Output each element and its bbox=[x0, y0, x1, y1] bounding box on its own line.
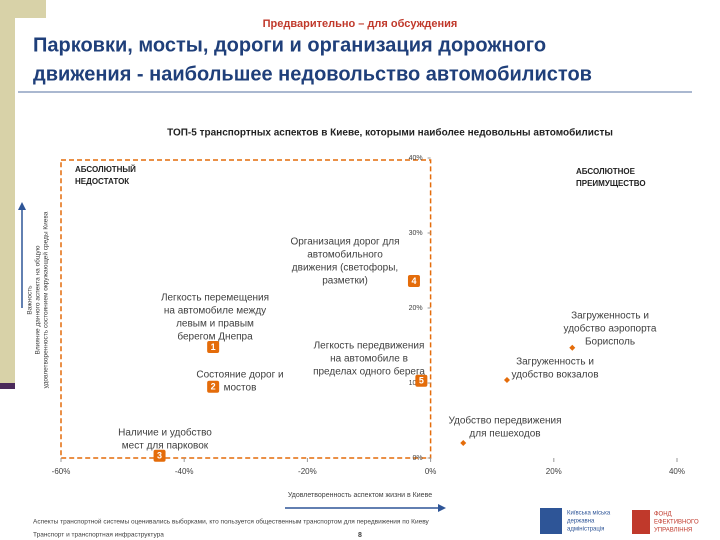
point-rank: 5 bbox=[419, 376, 424, 386]
corner-block bbox=[0, 0, 46, 18]
point-label: Организация дорог для bbox=[290, 237, 399, 248]
point-label: мостов bbox=[224, 383, 257, 394]
logo-left-icon bbox=[540, 508, 562, 534]
point-badge bbox=[415, 374, 428, 387]
point-rank: 2 bbox=[211, 382, 216, 392]
y-tick-label: 0% bbox=[412, 455, 422, 462]
logo-left-text: Київська міська bbox=[567, 511, 611, 517]
logo-right-text: ЕФЕКТИВНОГО bbox=[654, 520, 699, 526]
logo-right-icon bbox=[632, 510, 650, 534]
point-marker bbox=[503, 377, 510, 383]
y-axis-title: Влияние данного аспекта на общую bbox=[34, 245, 42, 354]
y-tick-label: 40% bbox=[409, 155, 423, 162]
point-label: на автомобиле в bbox=[330, 353, 408, 365]
point-label: автомобильного bbox=[307, 249, 383, 261]
x-tick-label: -20% bbox=[298, 467, 317, 476]
point-label: Наличие и удобство bbox=[118, 427, 212, 439]
logo-right-text: УПРАВЛІННЯ bbox=[654, 528, 692, 534]
point-badge bbox=[207, 380, 220, 393]
point-label: берегом Днепра bbox=[177, 331, 253, 343]
logo-left-text: адміністрація bbox=[567, 527, 604, 533]
point-label: Состояние дорог и bbox=[196, 370, 283, 381]
point-marker bbox=[569, 344, 576, 351]
y-axis-title: Важность bbox=[27, 285, 34, 315]
y-arrow-head bbox=[18, 202, 26, 210]
point-badge bbox=[407, 275, 420, 287]
draft-note: Предварительно – для обсуждения bbox=[263, 18, 458, 30]
point-marker bbox=[460, 440, 467, 446]
side-strip bbox=[0, 18, 15, 383]
x-tick-label: 40% bbox=[669, 467, 685, 476]
corner-label: ПРЕИМУЩЕСТВО bbox=[576, 179, 646, 188]
point-label: левым и правым bbox=[176, 319, 254, 330]
point-label: пределах одного берега bbox=[313, 366, 425, 378]
point-label: Загруженность и bbox=[516, 357, 594, 368]
y-tick-label: 30% bbox=[409, 230, 423, 237]
point-label: Загруженность и bbox=[571, 311, 649, 322]
section-name: Транспорт и транспортная инфраструктура bbox=[33, 532, 164, 539]
point-label: удобство вокзалов bbox=[511, 369, 598, 381]
slide-title: движения - наибольшее недовольство автом… bbox=[33, 63, 592, 85]
x-tick-label: 0% bbox=[425, 467, 437, 476]
point-label: на автомобиле между bbox=[164, 305, 266, 317]
point-rank: 1 bbox=[211, 342, 216, 352]
point-label: удобство аэропорта bbox=[564, 323, 657, 335]
x-tick-label: 20% bbox=[546, 467, 562, 476]
x-tick-label: -60% bbox=[52, 467, 71, 476]
point-label: Легкость перемещения bbox=[161, 293, 269, 304]
y-tick-label: 20% bbox=[409, 305, 423, 312]
x-arrow-head bbox=[438, 504, 446, 512]
slide-title: Парковки, мосты, дороги и организация до… bbox=[33, 34, 546, 56]
point-label: разметки) bbox=[322, 276, 368, 287]
footnote: Аспекты транспортной системы оценивались… bbox=[33, 518, 430, 526]
corner-label: АБСОЛЮТНОЕ bbox=[576, 167, 636, 176]
side-accent bbox=[0, 383, 15, 389]
corner-label: АБСОЛЮТНЫЙ bbox=[75, 165, 136, 174]
point-rank: 3 bbox=[157, 451, 162, 461]
y-axis-title: удовлетворенность состоянием окружающей … bbox=[42, 211, 50, 388]
page-number: 8 bbox=[358, 532, 362, 539]
point-label: движения (светофоры, bbox=[292, 262, 398, 274]
point-label: Борисполь bbox=[585, 337, 635, 348]
logo-left-text: державна bbox=[567, 519, 595, 525]
logo-right-text: ФОНД bbox=[654, 512, 672, 518]
point-badge bbox=[207, 341, 220, 353]
x-axis-title: Удовлетворенность аспектом жизни в Киеве bbox=[288, 492, 432, 499]
point-rank: 4 bbox=[411, 276, 416, 286]
deficit-box bbox=[60, 159, 432, 459]
corner-label: НЕДОСТАТОК bbox=[75, 177, 129, 186]
point-label: мест для парковок bbox=[122, 441, 209, 452]
point-label: для пешеходов bbox=[469, 429, 540, 440]
chart-title: ТОП-5 транспортных аспектов в Киеве, кот… bbox=[167, 127, 613, 139]
point-label: Удобство передвижения bbox=[448, 415, 561, 427]
x-tick-label: -40% bbox=[175, 467, 194, 476]
point-badge bbox=[153, 449, 166, 462]
point-label: Легкость передвижения bbox=[314, 341, 425, 352]
